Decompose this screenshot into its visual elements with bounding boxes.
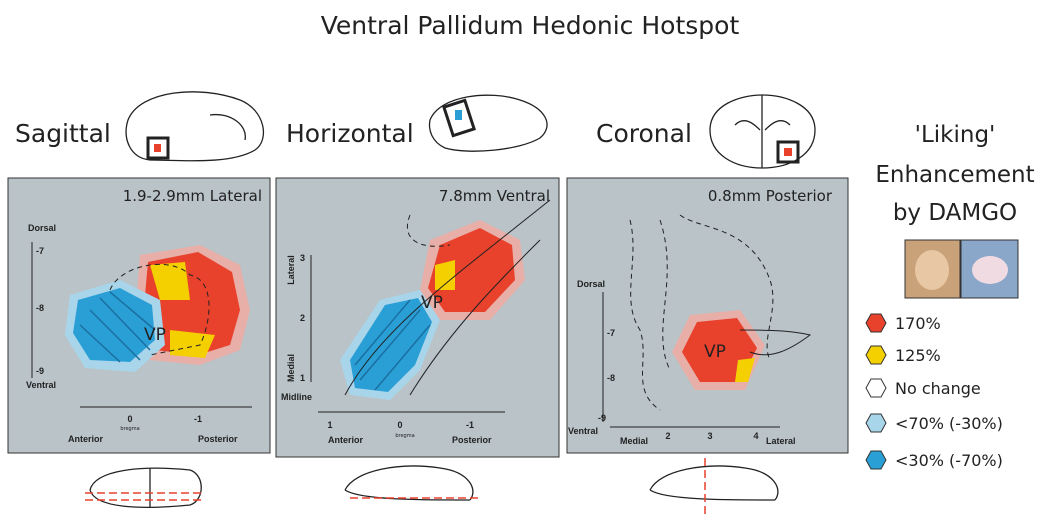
figure: Ventral Pallidum Hedonic Hotspot Sagitta… — [0, 0, 1058, 522]
tick-label: -8 — [36, 303, 44, 313]
figure-title: Ventral Pallidum Hedonic Hotspot — [321, 11, 740, 40]
axis-label: Posterior — [452, 435, 492, 445]
legend-title: by DAMGO — [893, 200, 1017, 226]
view-label: Coronal — [596, 119, 692, 148]
legend-title: 'Liking' — [915, 122, 996, 148]
tick-label: 1 — [300, 373, 305, 383]
hotspot-icon — [154, 144, 161, 152]
legend-label: 125% — [895, 346, 941, 365]
plane-label: 7.8mm Ventral — [439, 187, 550, 205]
tick-label: -7 — [607, 328, 615, 338]
view-label: Sagittal — [15, 119, 111, 148]
photo-detail — [972, 256, 1008, 284]
tick-label: 3 — [707, 431, 712, 441]
axis-label: Dorsal — [577, 279, 605, 289]
hotspot-icon — [455, 110, 462, 120]
photo-detail — [915, 250, 949, 290]
legend-label: <70% (-30%) — [895, 414, 1003, 433]
view-label: Horizontal — [286, 119, 414, 148]
reference-label: bregma — [120, 426, 139, 432]
axis-label: Anterior — [68, 434, 104, 444]
legend-label: <30% (-70%) — [895, 451, 1003, 470]
tick-label: -8 — [607, 373, 615, 383]
axis-label: Lateral — [766, 436, 796, 446]
tick-label: 0 — [127, 414, 132, 424]
region-label: VP — [421, 293, 443, 313]
reference-label: bregma — [395, 433, 414, 439]
tick-label: 3 — [300, 253, 305, 263]
axis-label: Medial — [620, 436, 648, 446]
tick-label: -1 — [194, 414, 202, 424]
axis-label: Lateral — [286, 255, 296, 285]
legend-label: No change — [895, 379, 981, 398]
axis-label: Ventral — [26, 380, 56, 390]
axis-label: Medial — [286, 354, 296, 382]
region-label: VP — [704, 342, 726, 362]
brain-sketches — [126, 92, 815, 168]
tick-label: 0 — [397, 420, 402, 430]
tick-label: -9 — [598, 413, 606, 423]
tick-label: -1 — [466, 420, 474, 430]
tick-label: 2 — [665, 431, 670, 441]
tick-label: -9 — [36, 366, 44, 376]
legend-swatches — [866, 314, 886, 469]
tick-label: 2 — [300, 313, 305, 323]
region-label: VP — [144, 325, 166, 345]
orientation-sketches — [90, 466, 778, 508]
hotspot-icon — [784, 148, 792, 156]
tick-label: 4 — [753, 431, 758, 441]
axis-label: Anterior — [328, 435, 364, 445]
legend-title: Enhancement — [875, 162, 1034, 188]
tick-label: -7 — [36, 246, 44, 256]
legend-label: 170% — [895, 314, 941, 333]
plane-label: 1.9-2.9mm Lateral — [123, 187, 262, 205]
axis-label: Dorsal — [28, 223, 56, 233]
axis-label: Midline — [281, 392, 312, 402]
plane-label: 0.8mm Posterior — [708, 187, 833, 205]
axis-label: Ventral — [568, 426, 598, 436]
axis-label: Posterior — [198, 434, 238, 444]
tick-label: 1 — [327, 420, 332, 430]
